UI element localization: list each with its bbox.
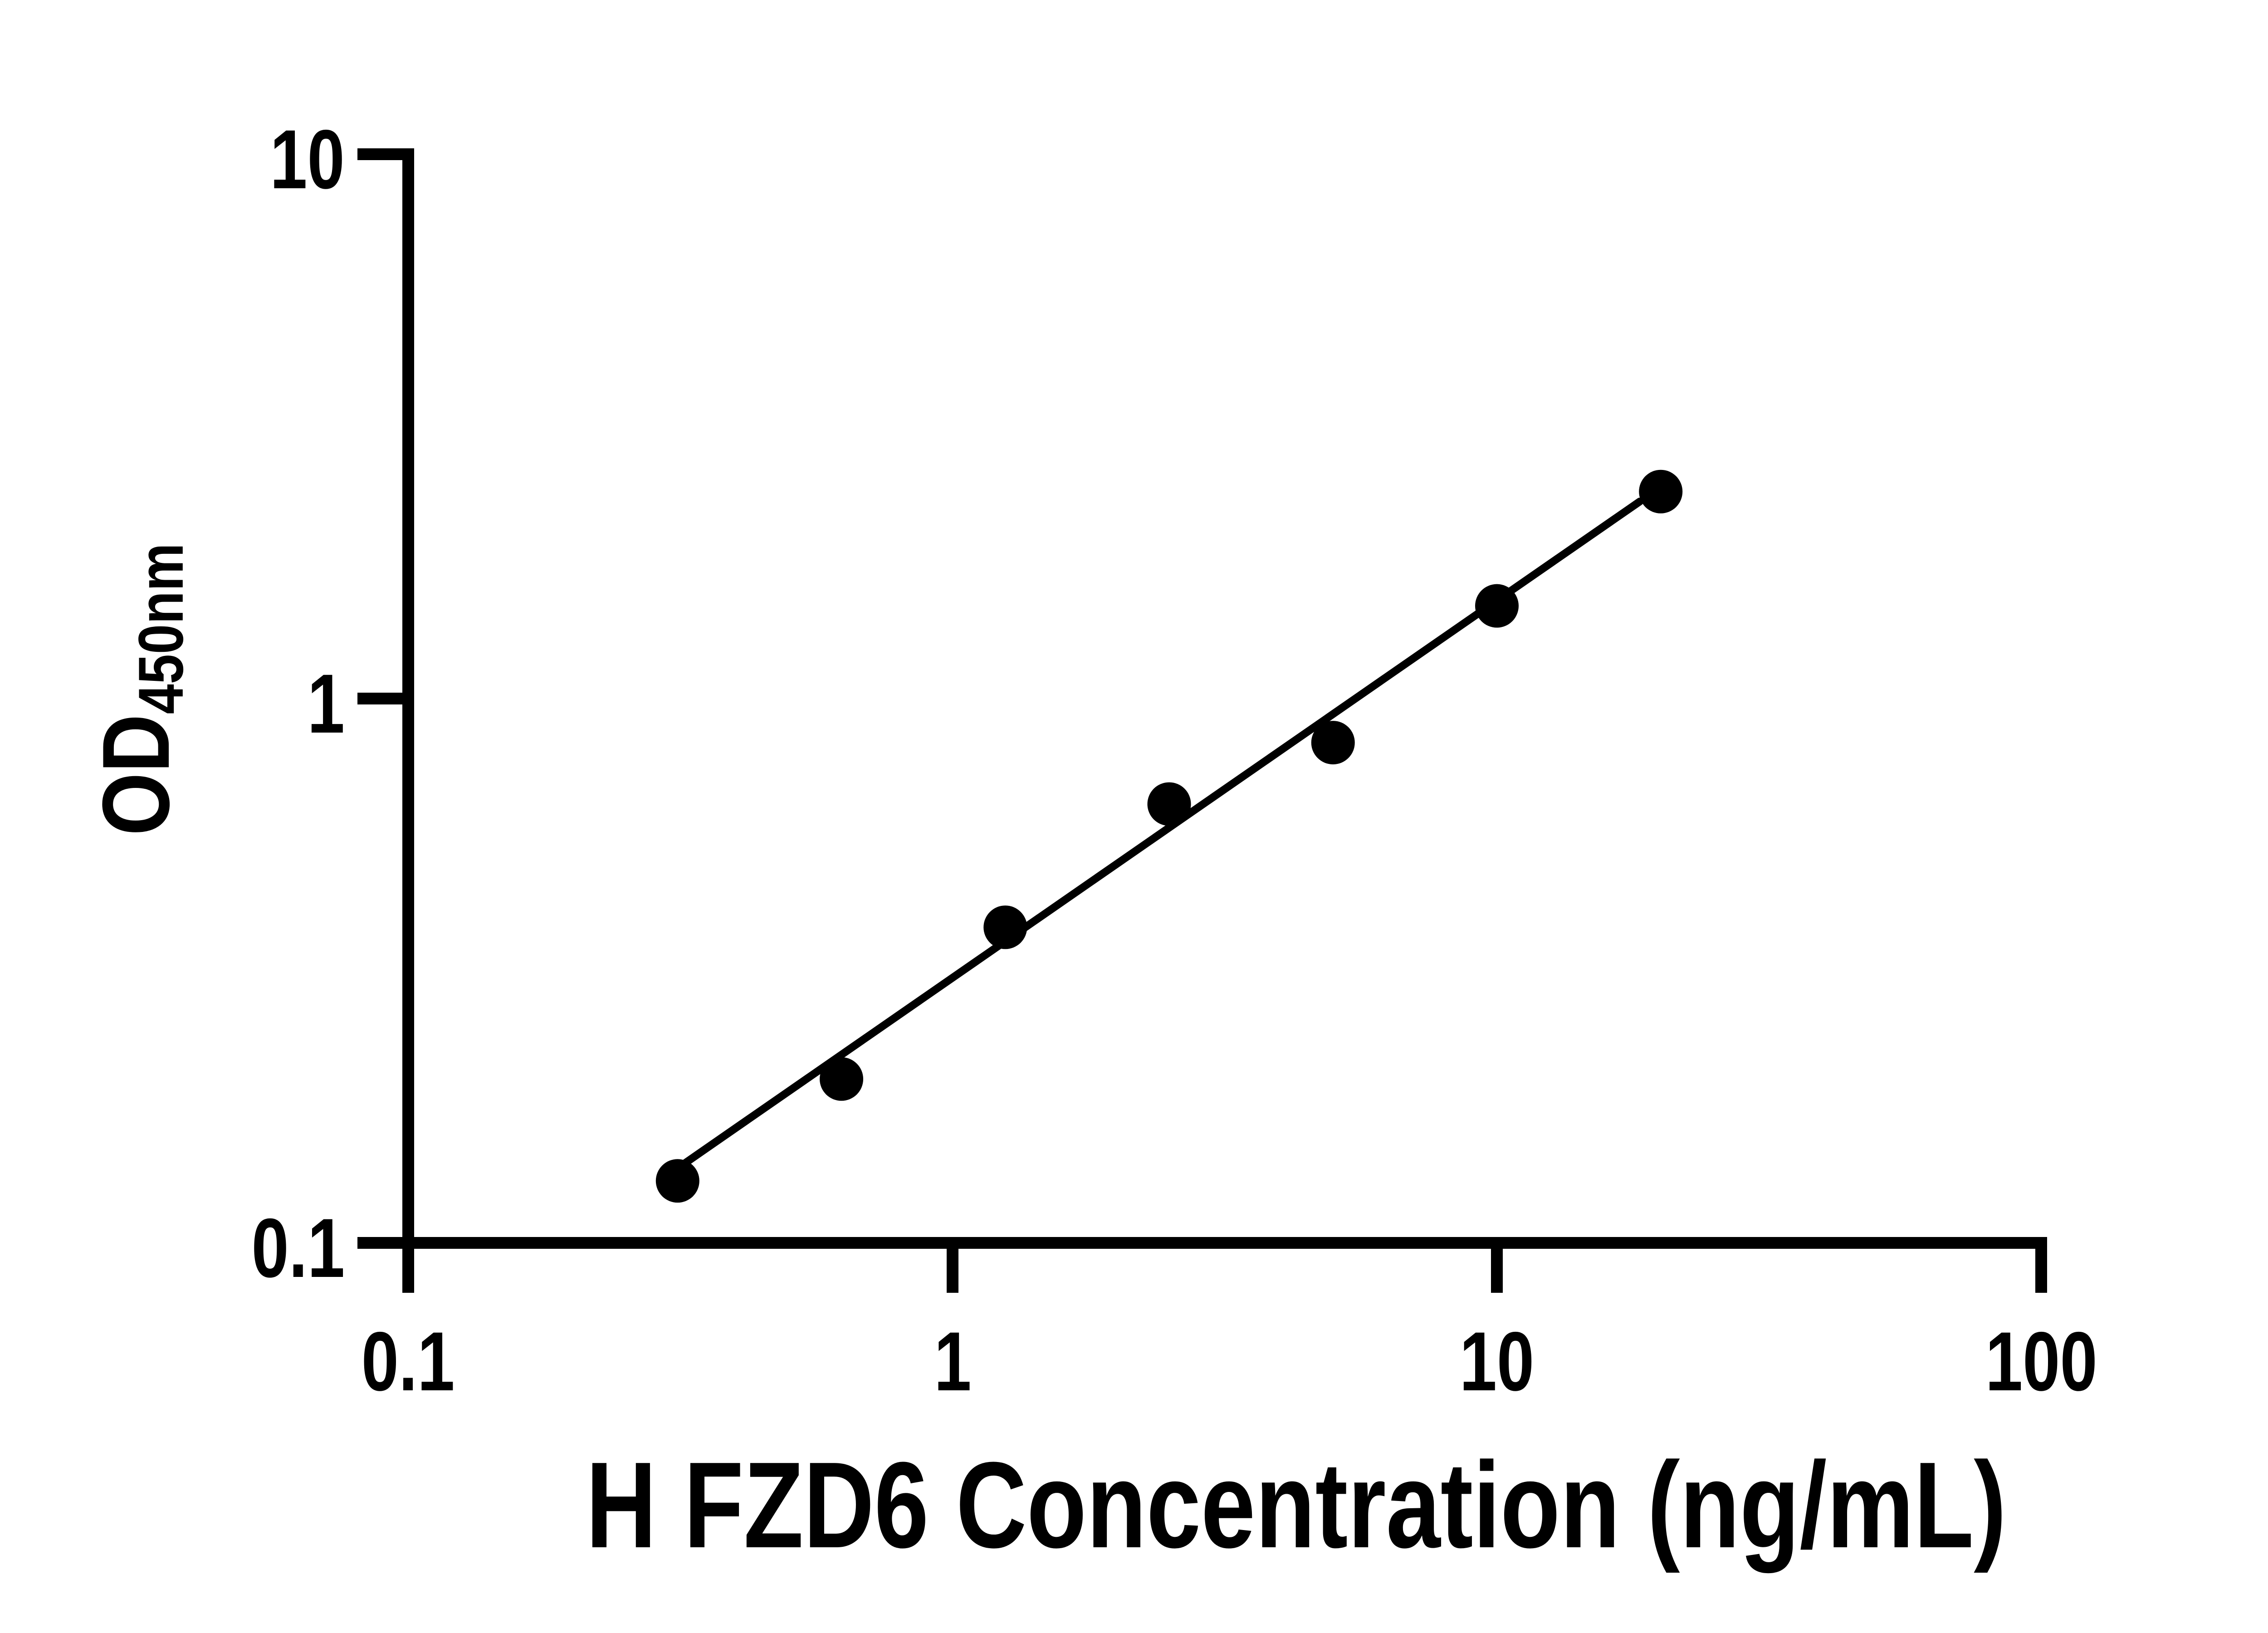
y-tick-label-10: 10 xyxy=(270,113,345,206)
x-axis-title-text: H FZD6 Concentration (ng/mL) xyxy=(586,1437,2007,1574)
data-point-marker xyxy=(1639,469,1683,513)
y-tick-label-1: 1 xyxy=(307,657,345,751)
data-point-marker xyxy=(1147,782,1191,826)
x-axis-title: H FZD6 Concentration (ng/mL) xyxy=(408,1444,2041,1567)
x-tick-label-100: 100 xyxy=(1985,1315,2097,1408)
data-point-marker xyxy=(983,905,1027,949)
x-tick-label-0.1: 0.1 xyxy=(362,1315,455,1408)
data-point-marker xyxy=(820,1057,864,1101)
data-point-marker xyxy=(1311,721,1355,765)
data-point-marker xyxy=(655,1159,699,1203)
x-tick-label-1: 1 xyxy=(934,1315,972,1408)
y-tick-label-0.1: 0.1 xyxy=(251,1202,345,1295)
x-tick-label-10: 10 xyxy=(1459,1315,1535,1408)
data-point-marker xyxy=(1475,584,1519,628)
